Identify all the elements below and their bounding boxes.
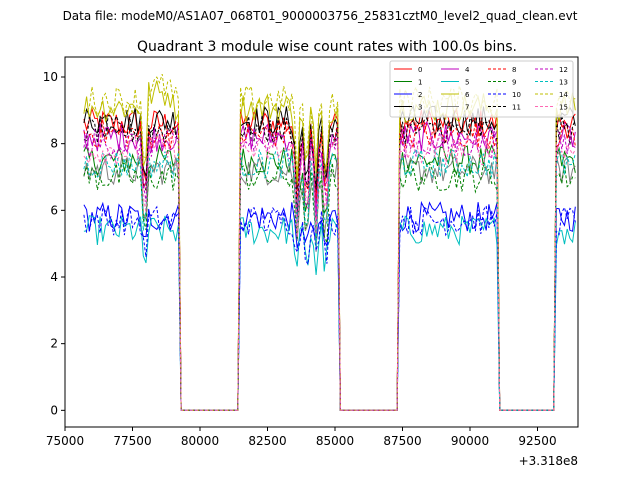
series-line-12 xyxy=(83,127,576,411)
series-line-9 xyxy=(83,161,576,411)
x-tick-label: 85000 xyxy=(316,434,354,448)
legend-label-5: 5 xyxy=(465,79,469,87)
legend-label-13: 13 xyxy=(559,79,568,87)
x-tick-label: 92500 xyxy=(518,434,556,448)
x-tick-label: 82500 xyxy=(248,434,286,448)
series-line-15 xyxy=(83,134,576,411)
legend-label-6: 6 xyxy=(465,91,470,99)
legend-label-10: 10 xyxy=(512,91,521,99)
y-axis: 0 2 4 6 8 10 xyxy=(43,70,65,417)
legend-label-12: 12 xyxy=(559,66,568,74)
y-tick-label: 8 xyxy=(50,137,58,151)
legend-label-0: 0 xyxy=(418,66,422,74)
x-tick-label: 87500 xyxy=(383,434,421,448)
x-tick-label: 80000 xyxy=(181,434,219,448)
series-line-10 xyxy=(83,204,576,411)
plot-frame xyxy=(64,56,579,428)
chart-title: Quadrant 3 module wise count rates with … xyxy=(137,39,517,55)
x-tick-label: 75000 xyxy=(46,434,84,448)
suptitle: Data file: modeM0/AS1A07_068T01_90000037… xyxy=(63,9,578,23)
y-tick-label: 2 xyxy=(50,337,58,351)
y-tick-label: 6 xyxy=(50,203,58,217)
legend-label-3: 3 xyxy=(418,104,422,112)
legend-label-7: 7 xyxy=(465,104,469,112)
y-tick-label: 10 xyxy=(43,70,58,84)
legend-label-14: 14 xyxy=(559,91,568,99)
legend-label-1: 1 xyxy=(418,79,422,87)
series-line-7 xyxy=(83,155,576,411)
plot-area xyxy=(64,56,579,428)
series-line-5 xyxy=(83,215,576,411)
legend-label-8: 8 xyxy=(512,66,516,74)
series-line-14 xyxy=(83,73,576,411)
series-layer xyxy=(83,73,576,411)
x-axis: 75000 77500 80000 82500 85000 87500 90000 92500 xyxy=(46,427,557,448)
x-offset-label: +3.318e8 xyxy=(519,454,578,468)
legend-label-11: 11 xyxy=(512,104,521,112)
x-tick-label: 90000 xyxy=(451,434,489,448)
legend-label-15: 15 xyxy=(559,104,568,112)
legend-frame xyxy=(389,60,574,118)
legend-label-9: 9 xyxy=(512,79,516,87)
x-tick-label: 77500 xyxy=(113,434,151,448)
legend-label-2: 2 xyxy=(418,91,422,99)
series-line-13 xyxy=(83,147,576,411)
y-tick-label: 4 xyxy=(50,270,58,284)
legend-label-4: 4 xyxy=(465,66,470,74)
y-tick-label: 0 xyxy=(50,403,58,417)
